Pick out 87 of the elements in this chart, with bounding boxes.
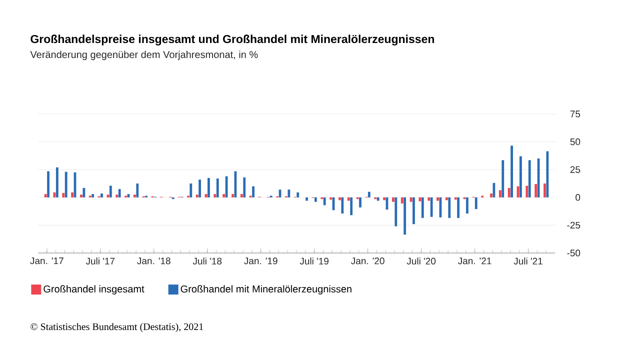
bar: [306, 197, 308, 201]
x-tick-label: Juli '21: [514, 258, 542, 264]
bar: [109, 186, 112, 198]
y-tick-label: 0: [576, 194, 580, 201]
bar: [534, 184, 538, 198]
legend-label: Großhandel insgesamt: [44, 285, 144, 295]
bar: [216, 178, 219, 198]
x-tick-label: Jan. '19: [244, 258, 278, 264]
bar: [454, 197, 457, 200]
bar: [208, 178, 210, 198]
y-tick-label: -50: [567, 250, 580, 256]
bar: [544, 183, 546, 198]
bar: [136, 183, 139, 198]
bar: [222, 194, 226, 198]
bar: [56, 167, 58, 198]
bar: [198, 180, 202, 198]
bar: [392, 197, 394, 202]
bar: [502, 160, 504, 198]
bar: [190, 183, 192, 198]
bar: [448, 197, 451, 218]
y-tick-label: 25: [570, 166, 580, 173]
bar: [243, 177, 246, 198]
x-tick-label: Juli '18: [192, 258, 222, 264]
bar: [296, 192, 300, 198]
bar: [428, 197, 430, 201]
y-tick-label: 75: [570, 110, 580, 118]
bar: [394, 197, 398, 226]
bar: [252, 186, 254, 198]
bar: [383, 197, 386, 200]
bar: [232, 194, 234, 198]
bar: [214, 194, 216, 198]
bar: [510, 146, 513, 198]
bar: [457, 197, 460, 218]
bar: [350, 197, 353, 216]
bar: [44, 194, 47, 198]
bar: [474, 197, 478, 210]
y-tick-label: -25: [567, 222, 580, 229]
bar: [80, 194, 82, 198]
bar: [196, 194, 198, 198]
bar: [412, 197, 415, 224]
bar: [400, 197, 404, 204]
x-tick-label: Juli '19: [300, 258, 328, 264]
bar: [421, 197, 424, 218]
y-tick-label: 50: [570, 138, 580, 146]
bar: [338, 197, 341, 200]
bar: [92, 194, 94, 198]
bar: [430, 197, 433, 217]
bar: [436, 197, 439, 201]
bar: [359, 197, 362, 208]
bar: [71, 192, 74, 198]
bar: [376, 197, 380, 201]
bar: [134, 194, 136, 198]
bar: [347, 197, 350, 201]
bar: [100, 194, 103, 198]
bar: [546, 151, 549, 198]
x-tick-label: Juli '20: [406, 258, 436, 264]
x-tick-label: Juli '17: [86, 258, 115, 264]
legend-label: Großhandel mit Mineralölerzeugnissen: [180, 285, 352, 295]
bar: [508, 188, 510, 198]
bar: [62, 192, 65, 198]
bar: [330, 197, 332, 200]
chart-subtitle: Veränderung gegenüber dem Vorjahresmonat, in %: [30, 50, 258, 60]
bar: [490, 194, 492, 198]
x-tick-label: Jan. '17: [30, 258, 64, 264]
bar: [82, 188, 86, 198]
x-tick-label: Jan. '20: [351, 258, 384, 264]
x-tick-label: Jan. '18: [137, 258, 170, 264]
bar: [314, 197, 317, 202]
text: © Statistisches Bundesamt (Destatis), 2021: [30, 323, 204, 332]
bar: [240, 194, 243, 198]
bar: [466, 197, 468, 214]
bar: [323, 197, 326, 206]
bar: [47, 171, 50, 198]
x-tick-label: Jan. '21: [458, 258, 492, 264]
bar: [118, 189, 121, 198]
bar: [528, 160, 531, 198]
bar: [520, 156, 522, 198]
bar: [445, 197, 448, 200]
bar: [404, 197, 406, 235]
bar: [341, 197, 344, 214]
bar: [368, 192, 370, 198]
bar: [116, 194, 118, 198]
chart-title: Großhandelspreise insgesamt und Großhandel mit Mineralölerzeugnissen: [30, 34, 434, 46]
bar: [526, 186, 528, 198]
bar: [64, 172, 68, 198]
bar: [288, 190, 290, 198]
bar: [498, 190, 502, 198]
